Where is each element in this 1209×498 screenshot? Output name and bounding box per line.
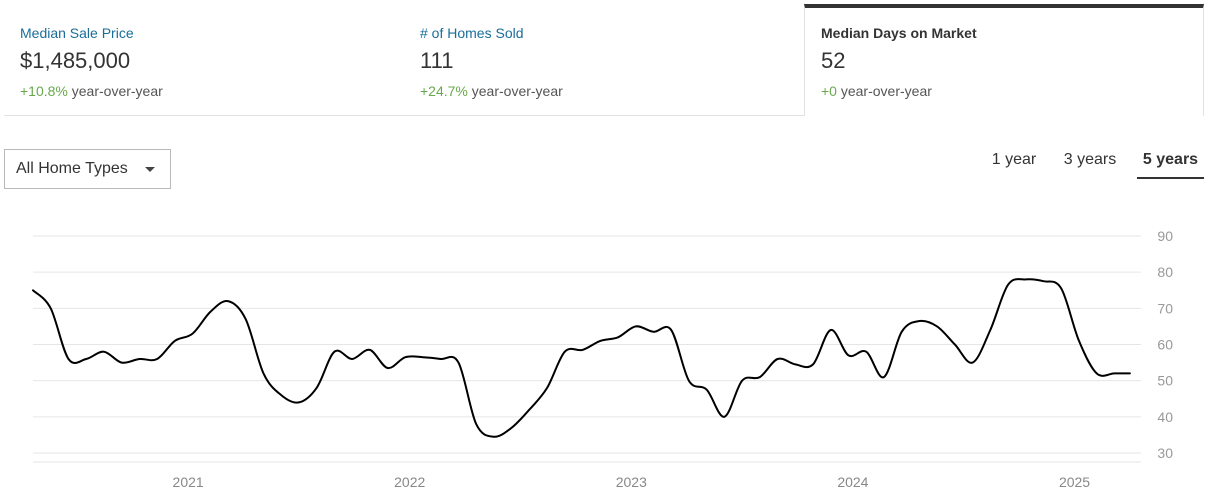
range-tabs: 1 year 3 years 5 years	[0, 149, 1209, 181]
stat-value: 52	[821, 48, 846, 73]
y-tick-label: 70	[1157, 300, 1173, 316]
stat-change-amount: +24.7%	[420, 83, 468, 99]
stat-card-median-sale-price[interactable]: Median Sale Price $1,485,000 +10.8% year…	[4, 4, 404, 116]
x-tick-label: 2024	[837, 474, 868, 490]
x-tick-label: 2023	[616, 474, 647, 490]
x-tick-label: 2022	[394, 474, 425, 490]
y-tick-label: 80	[1157, 264, 1173, 280]
stat-change: +0 year-over-year	[821, 83, 932, 99]
home-type-dropdown[interactable]: All Home Types	[4, 149, 171, 189]
x-tick-label: 2021	[173, 474, 204, 490]
stats-row: Median Sale Price $1,485,000 +10.8% year…	[0, 0, 1209, 117]
range-tab-1-year[interactable]: 1 year	[991, 151, 1037, 168]
y-tick-label: 40	[1157, 409, 1173, 425]
y-tick-label: 30	[1157, 445, 1173, 461]
stat-change: +24.7% year-over-year	[420, 83, 563, 99]
stat-change-amount: +0	[821, 83, 837, 99]
home-type-selected: All Home Types	[16, 160, 128, 177]
stat-change-amount: +10.8%	[20, 83, 68, 99]
stat-label: Median Days on Market	[821, 25, 977, 41]
series-line	[32, 278, 1131, 438]
y-tick-label: 60	[1157, 337, 1173, 353]
range-tab-3-years[interactable]: 3 years	[1063, 151, 1117, 168]
grid-lines	[33, 235, 1141, 463]
stat-change: +10.8% year-over-year	[20, 83, 163, 99]
stat-card-homes-sold[interactable]: # of Homes Sold 111 +24.7% year-over-yea…	[404, 4, 804, 116]
caret-down-icon	[145, 167, 155, 172]
y-tick-label: 90	[1157, 228, 1173, 244]
x-axis-ticks: 2021 2022 2023 2024 2025	[173, 474, 1091, 490]
y-axis-ticks: 30 40 50 60 70 80 90	[1157, 228, 1173, 461]
stat-label: Median Sale Price	[20, 25, 134, 41]
x-tick-label: 2025	[1059, 474, 1090, 490]
stat-label: # of Homes Sold	[420, 25, 524, 41]
stat-change-suffix: year-over-year	[840, 83, 932, 99]
stat-change-suffix: year-over-year	[71, 83, 163, 99]
stat-change-suffix: year-over-year	[471, 83, 563, 99]
range-tab-5-years[interactable]: 5 years	[1137, 149, 1204, 179]
stat-value: 111	[420, 48, 454, 73]
stat-value: $1,485,000	[20, 48, 131, 73]
y-tick-label: 50	[1157, 373, 1173, 389]
stat-card-median-days-on-market[interactable]: Median Days on Market 52 +0 year-over-ye…	[804, 4, 1204, 116]
